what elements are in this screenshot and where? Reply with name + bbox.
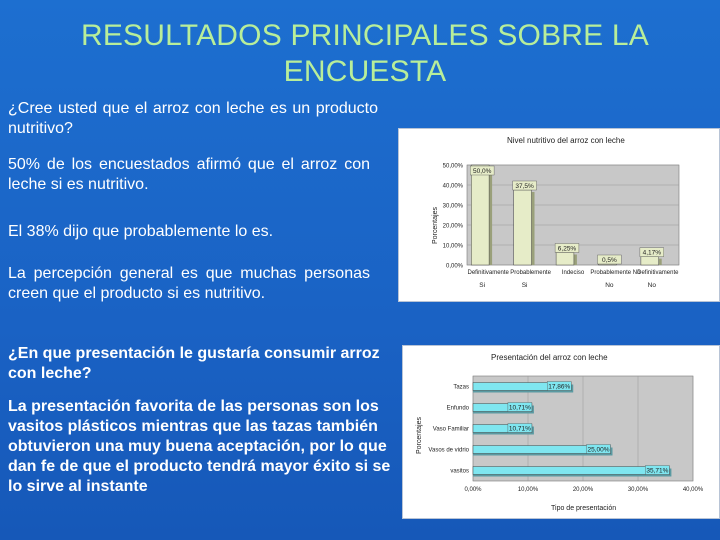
slide-title-line2: ENCUESTA [283, 55, 447, 88]
chart1-data-label-box [597, 254, 622, 265]
chart1-x-tick-label: Probablemente No [590, 270, 641, 276]
chart2-x-tick-label: 0,00% [464, 487, 482, 493]
question-nutritivo: ¿Cree usted que el arroz con leche es un… [8, 100, 378, 137]
chart2-data-label-box [507, 423, 533, 433]
chart1-y-tick-label: 40,00% [443, 184, 464, 190]
paragraph-percepcion: La percepción general es que muchas pers… [8, 265, 370, 302]
chart2-data-label: 25,00% [587, 447, 609, 454]
chart2-x-tick-label: 40,00% [683, 487, 704, 493]
chart1-bar [513, 189, 532, 266]
chart2-data-label-box [507, 402, 533, 412]
chart-presentacion: Presentación del arroz con leche Porcent… [402, 345, 720, 519]
chart2-data-label: 10,71% [509, 405, 531, 412]
chart1-data-label: 37,5% [515, 183, 534, 190]
chart1-data-label-box [512, 180, 537, 191]
chart1-data-label: 0,5% [602, 257, 617, 264]
chart2-bar [472, 466, 670, 475]
chart1-bar [640, 256, 659, 266]
chart2-x-tick-label: 20,00% [573, 487, 594, 493]
chart1-x-group-label: Si [479, 282, 485, 289]
chart2-y-axis-label: Porcentajes [416, 417, 423, 454]
chart1-y-axis-label: Porcentajes [432, 207, 439, 244]
chart2-data-label: 35,71% [646, 468, 668, 475]
paragraph-50-percent: 50% de los encuestados afirmó que el arr… [8, 156, 370, 193]
chart2-title: Presentación del arroz con leche [491, 353, 608, 362]
chart2-y-tick-label: Vasos de vidrio [428, 448, 469, 454]
chart1-y-tick-label: 50,00% [443, 164, 464, 170]
chart2-data-label-box [645, 465, 670, 475]
chart1-data-label-box [554, 243, 580, 253]
chart1-data-label-box [639, 247, 664, 257]
chart-nivel-nutritivo: Nivel nutritivo del arroz con leche Porc… [398, 128, 720, 302]
chart1-bar [555, 252, 575, 266]
chart1-data-label: 4,17% [643, 250, 662, 257]
chart1-y-tick-label: 0,00% [446, 264, 464, 270]
chart2-x-tick-label: 30,00% [628, 487, 649, 493]
chart1-y-tick-label: 30,00% [443, 204, 464, 210]
chart1-data-label-box [470, 165, 495, 176]
chart1-x-tick-label: Definitivamente [637, 270, 679, 276]
chart2-data-label-box [586, 444, 611, 454]
chart1-x-group-label: Si [522, 282, 528, 289]
chart1-title: Nivel nutritivo del arroz con leche [507, 136, 625, 145]
chart2-y-tick-label: Enfundo [447, 406, 470, 412]
chart1-y-tick-label: 10,00% [443, 244, 464, 250]
chart2-data-label-box [547, 381, 572, 391]
chart2-data-label: 17,86% [548, 384, 570, 391]
slide-title: RESULTADOS PRINCIPALES SOBRE LA ENCUESTA [20, 18, 710, 90]
chart2-y-tick-label: Tazas [453, 385, 469, 391]
chart2-x-axis-label: Tipo de presentación [551, 505, 616, 512]
chart1-y-tick-label: 20,00% [443, 224, 464, 230]
chart1-x-group-label: No [605, 282, 614, 289]
chart1-x-group-label: No [648, 282, 657, 289]
chart2-y-tick-label: Vaso Familiar [433, 427, 469, 433]
chart-nivel-nutritivo-svg: Nivel nutritivo del arroz con leche Porc… [432, 136, 680, 289]
chart1-data-label: 50,0% [473, 168, 492, 175]
slide-title-line1: RESULTADOS PRINCIPALES SOBRE LA [80, 19, 650, 52]
chart1-x-tick-label: Definitivamente [468, 270, 510, 276]
chart2-data-label: 10,71% [509, 426, 531, 433]
chart-presentacion-svg: Presentación del arroz con leche Porcent… [416, 353, 704, 512]
chart1-x-tick-label: Probablemente [510, 270, 551, 276]
chart1-bar [471, 164, 490, 266]
paragraph-presentacion: La presentación favorita de las personas… [8, 398, 391, 495]
chart2-x-tick-label: 10,00% [518, 487, 539, 493]
chart2-y-tick-label: vasitos [450, 469, 469, 475]
question-presentacion: ¿En que presentación le gustaría consumi… [8, 345, 380, 382]
paragraph-38-percent: El 38% dijo que probablemente lo es. [8, 223, 274, 240]
chart1-x-tick-label: Indeciso [562, 270, 585, 276]
chart1-data-label: 6,25% [558, 246, 577, 253]
